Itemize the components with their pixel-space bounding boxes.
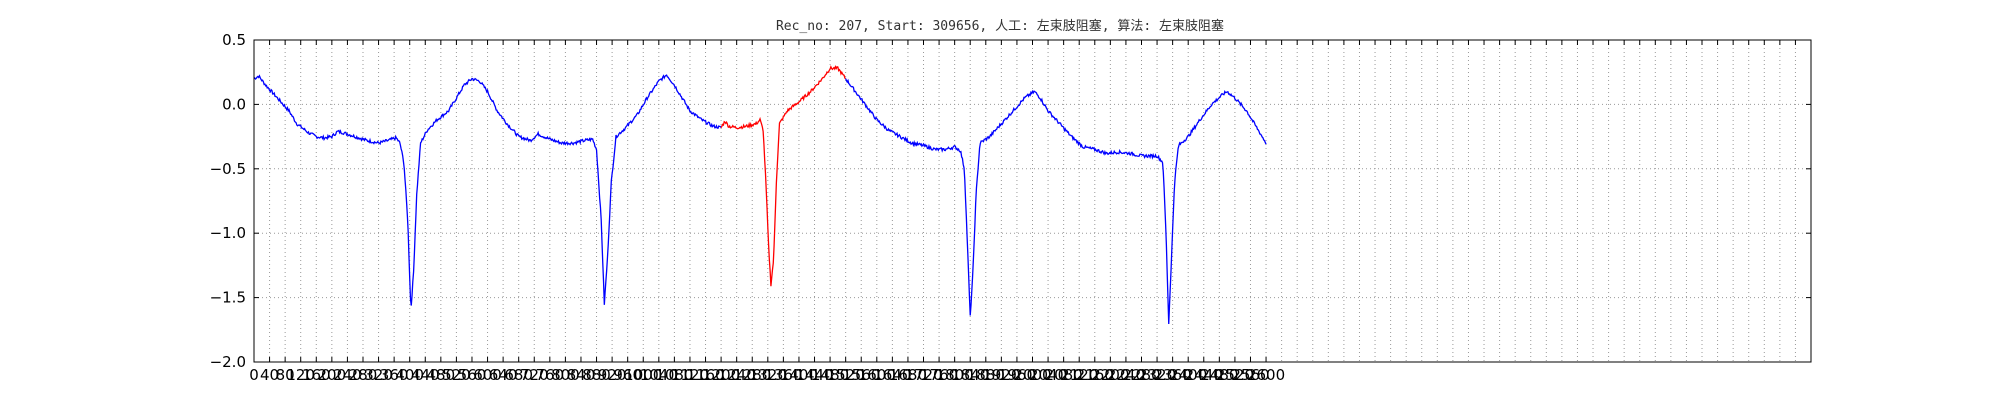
x-tick-label: 440 <box>411 366 440 384</box>
x-tick-label: 2000 <box>1013 366 1051 384</box>
x-tick-label: 680 <box>504 366 533 384</box>
x-tick-label: 2200 <box>1091 366 1129 384</box>
x-tick-label: 880 <box>582 366 611 384</box>
y-axis: 0.5 0.0 −0.5 −1.0 −1.5 −2.0 <box>210 31 1811 371</box>
x-tick-label: 2160 <box>1076 366 1114 384</box>
x-tick-label: 2080 <box>1045 366 1083 384</box>
x-tick-label: 1320 <box>749 366 787 384</box>
x-tick-label: 1360 <box>764 366 802 384</box>
x-tick-label: 1720 <box>904 366 942 384</box>
x-tick-label: 40 <box>260 366 279 384</box>
x-tick-label: 2480 <box>1200 366 1238 384</box>
x-tick-label: 2120 <box>1060 366 1098 384</box>
x-tick-label: 400 <box>395 366 424 384</box>
ecg-segment-highlight <box>720 65 847 287</box>
x-tick-label: 1880 <box>967 366 1005 384</box>
y-tick-label: −1.0 <box>210 224 246 242</box>
x-tick-label: 480 <box>427 366 456 384</box>
ecg-series <box>253 65 1267 325</box>
x-tick-label: 1760 <box>920 366 958 384</box>
x-tick-label: 2560 <box>1231 366 1269 384</box>
x-tick-label: 2320 <box>1138 366 1176 384</box>
x-tick-label: 1600 <box>858 366 896 384</box>
x-tick-label: 360 <box>380 366 409 384</box>
y-tick-label: 0.5 <box>222 31 246 49</box>
grid-lines <box>253 39 1812 363</box>
x-tick-label: 1920 <box>982 366 1020 384</box>
x-tick-label: 1560 <box>842 366 880 384</box>
x-tick-label: 520 <box>442 366 471 384</box>
x-tick-label: 1280 <box>733 366 771 384</box>
plot-area-frame <box>253 39 1812 363</box>
x-tick-label: 0 <box>249 366 259 384</box>
ecg-segment-before <box>253 74 722 306</box>
chart-title: Rec_no: 207, Start: 309656, 人工: 左束肢阻塞, 算… <box>776 18 1224 34</box>
x-tick-label: 1120 <box>671 366 709 384</box>
x-tick-label: 1000 <box>624 366 662 384</box>
ecg-segment-after <box>845 78 1267 325</box>
x-tick-label: 600 <box>473 366 502 384</box>
x-tick-label: 2400 <box>1169 366 1207 384</box>
x-tick-label: 1520 <box>827 366 865 384</box>
x-tick-label: 240 <box>333 366 362 384</box>
x-tick-label: 280 <box>349 366 378 384</box>
x-tick-label: 840 <box>567 366 596 384</box>
x-tick-label: 800 <box>551 366 580 384</box>
x-tick-label: 200 <box>318 366 347 384</box>
x-tick-label: 2440 <box>1185 366 1223 384</box>
x-tick-label: 120 <box>286 366 315 384</box>
x-axis: 0 408012016020024028032036040044048052056… <box>249 40 1812 384</box>
x-tick-label: 160 <box>302 366 331 384</box>
x-tick-label: 1840 <box>951 366 989 384</box>
x-tick-label: 80 <box>276 366 295 384</box>
x-tick-label: 1680 <box>889 366 927 384</box>
y-tick-label: 0.0 <box>222 95 246 113</box>
y-tick-label: −1.5 <box>210 289 246 307</box>
x-tick-label: 1640 <box>873 366 911 384</box>
x-tick-label: 1960 <box>998 366 1036 384</box>
x-tick-label: 2360 <box>1154 366 1192 384</box>
x-tick-label: 1080 <box>655 366 693 384</box>
x-tick-label: 1240 <box>718 366 756 384</box>
x-tick-label: 1160 <box>686 366 724 384</box>
y-tick-label: −2.0 <box>210 353 246 371</box>
x-tick-label: 2600 <box>1247 366 1285 384</box>
x-tick-label: 1040 <box>640 366 678 384</box>
x-tick-label: 1800 <box>936 366 974 384</box>
x-tick-label: 320 <box>364 366 393 384</box>
x-tick-label: 920 <box>598 366 627 384</box>
x-tick-label: 1440 <box>795 366 833 384</box>
x-tick-label: 2040 <box>1029 366 1067 384</box>
x-tick-label: 640 <box>489 366 518 384</box>
x-tick-label: 960 <box>613 366 642 384</box>
x-tick-label: 1480 <box>811 366 849 384</box>
x-tick-label: 720 <box>520 366 549 384</box>
x-tick-label: 2520 <box>1216 366 1254 384</box>
y-tick-label: −0.5 <box>210 160 246 178</box>
x-tick-label: 2280 <box>1122 366 1160 384</box>
x-tick-label: 1400 <box>780 366 818 384</box>
x-tick-label: 2240 <box>1107 366 1145 384</box>
x-tick-label: 760 <box>536 366 565 384</box>
x-tick-label: 560 <box>458 366 487 384</box>
x-tick-label: 1200 <box>702 366 740 384</box>
